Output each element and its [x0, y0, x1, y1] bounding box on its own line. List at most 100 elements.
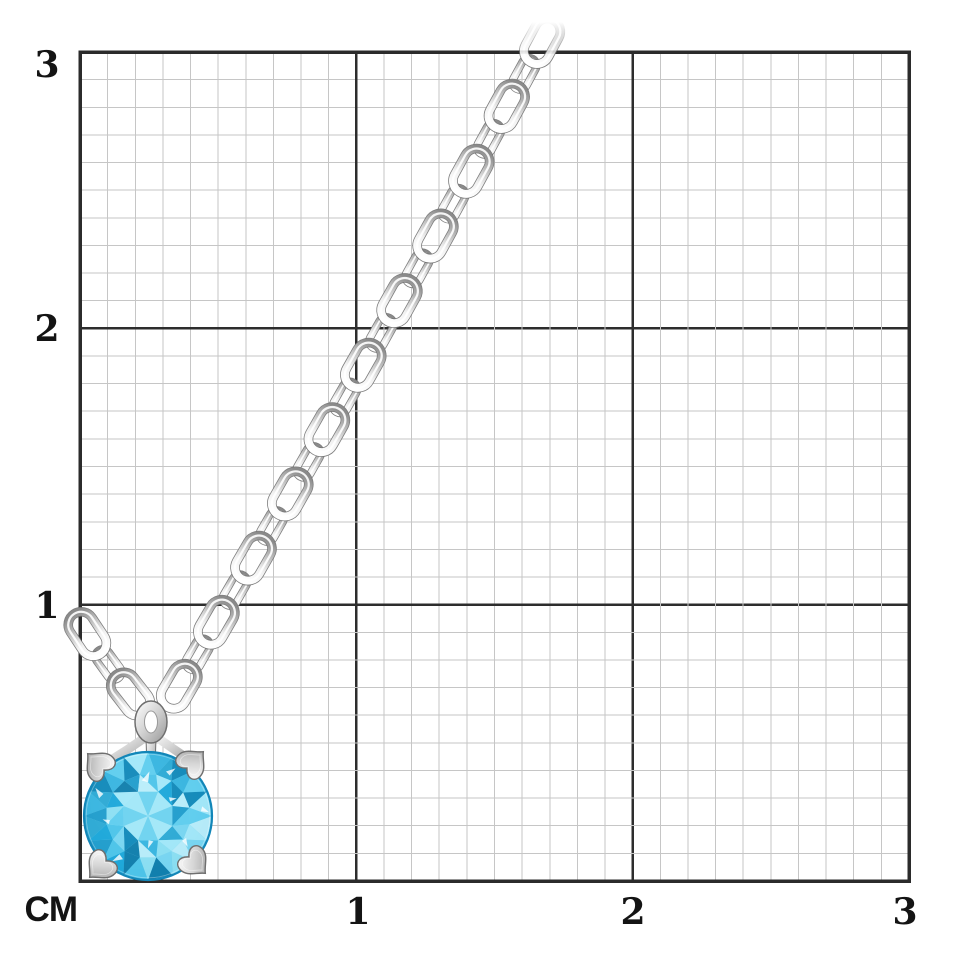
bail-hole	[144, 710, 158, 734]
stone-facet-kite	[123, 826, 138, 852]
stone-facet-crown	[88, 824, 113, 841]
stone-sparkle	[112, 854, 123, 862]
chain-link	[519, 13, 566, 69]
grid-border	[78, 50, 911, 883]
stone-facet-crown	[88, 791, 113, 808]
stone-facet-crown	[123, 857, 148, 880]
heart-prong-highlight	[181, 849, 203, 871]
stone-table-star	[148, 791, 173, 816]
link-highlight	[233, 534, 274, 582]
stone-facet-kite	[158, 839, 184, 852]
necklace-chain	[63, 13, 566, 721]
stone-table-star	[138, 791, 158, 816]
heart-prong-highlight	[90, 756, 112, 778]
stone-facet-crown	[123, 756, 140, 781]
stone-table-star	[123, 806, 148, 826]
stone-facet-crown	[102, 756, 125, 781]
heart-prong	[86, 752, 116, 782]
stone-facet-crown	[84, 807, 107, 825]
x-axis-label-2: 2	[620, 891, 645, 933]
stone-facet-crown	[189, 807, 212, 825]
stone-facet-kite	[124, 774, 140, 792]
stone-facet-crown	[84, 816, 107, 841]
stone-facet-crown	[156, 851, 173, 876]
stone-table-star	[148, 806, 173, 826]
gemstone-blue-topaz	[82, 750, 214, 882]
chain-link	[483, 78, 530, 134]
chain-link	[412, 208, 459, 264]
stone-girdle-highlight	[85, 753, 211, 879]
heart-prong-body	[177, 845, 207, 875]
heart-prong	[88, 849, 118, 879]
link-highlight	[270, 470, 310, 518]
chain-link	[448, 143, 495, 199]
stone-facet-crown	[123, 752, 148, 775]
stone-facet-kite	[171, 780, 184, 806]
stone-facet-kite	[158, 780, 173, 806]
link-highlight	[196, 598, 237, 646]
link-highlight	[307, 405, 347, 454]
stone-facet-kite	[124, 840, 140, 858]
axis-labels: 3 2 1 1 2 3 СМ	[25, 44, 918, 933]
link-highlight	[487, 82, 527, 131]
stone-table-star	[123, 816, 148, 841]
x-axis-label-1: 1	[345, 891, 370, 933]
stone-facet-kite	[106, 806, 124, 825]
stone-facet-crown	[139, 857, 157, 880]
heart-prong-body	[175, 750, 205, 780]
chain-link	[230, 530, 277, 586]
stone-facet-crown	[88, 770, 113, 793]
x-axis-label-3: 3	[892, 891, 917, 933]
stone-facet-kite	[172, 824, 190, 840]
stone-sparkle	[168, 797, 177, 802]
stone-facet-kite	[138, 774, 158, 792]
chain-link	[155, 658, 203, 714]
stone-sparkle	[182, 838, 188, 847]
stone-facet-kite	[138, 840, 157, 858]
link-highlight	[522, 17, 562, 66]
stone-facet-crown	[156, 756, 173, 781]
stone-facet-crown	[84, 791, 107, 816]
stone-facet-crown	[148, 857, 173, 880]
unit-label-cm: СМ	[25, 890, 78, 929]
stone-facet-crown	[123, 851, 140, 876]
stone-facet-kite	[172, 792, 190, 808]
heart-prong-highlight	[92, 853, 114, 875]
stone-facet-kite	[156, 840, 172, 858]
stone-facet-kite	[158, 826, 184, 841]
heart-prong-highlight	[179, 754, 201, 776]
chain-link	[63, 607, 112, 661]
stone-facet-kite	[156, 774, 172, 792]
link-highlight	[451, 147, 491, 195]
stone-facet-kite	[106, 792, 124, 808]
stone-facet-crown	[102, 770, 125, 793]
chain-link	[303, 402, 351, 457]
stone-sparkle	[166, 768, 176, 776]
pendant	[82, 700, 214, 882]
chain-link	[376, 273, 423, 329]
stone-facet-crown	[171, 839, 194, 862]
stone-facet-crown	[148, 752, 173, 775]
heart-prong	[175, 750, 205, 780]
stone-facet-kite	[138, 840, 158, 858]
y-axis-label-3: 3	[34, 44, 59, 86]
link-highlight	[380, 276, 419, 325]
stone-facet-crown	[183, 824, 208, 841]
ruler-grid	[78, 50, 911, 883]
stone-facet-crown	[189, 791, 212, 816]
stone-table-star	[148, 816, 173, 841]
stone-sparkle	[147, 840, 154, 849]
stone-sparkle	[141, 771, 150, 783]
chain-link	[340, 337, 387, 393]
heart-prong-body	[86, 752, 116, 782]
stone-sparkle	[102, 819, 110, 825]
stone-facet-crown	[189, 816, 212, 841]
stone-facet-kite	[172, 807, 190, 826]
stone-table-star	[138, 816, 158, 841]
stone-sparkle	[95, 787, 104, 799]
heart-prong-body	[88, 849, 118, 879]
stone-facet-crown	[102, 839, 125, 862]
stone-facet-kite	[106, 824, 124, 840]
y-axis-label-1: 1	[34, 585, 59, 627]
